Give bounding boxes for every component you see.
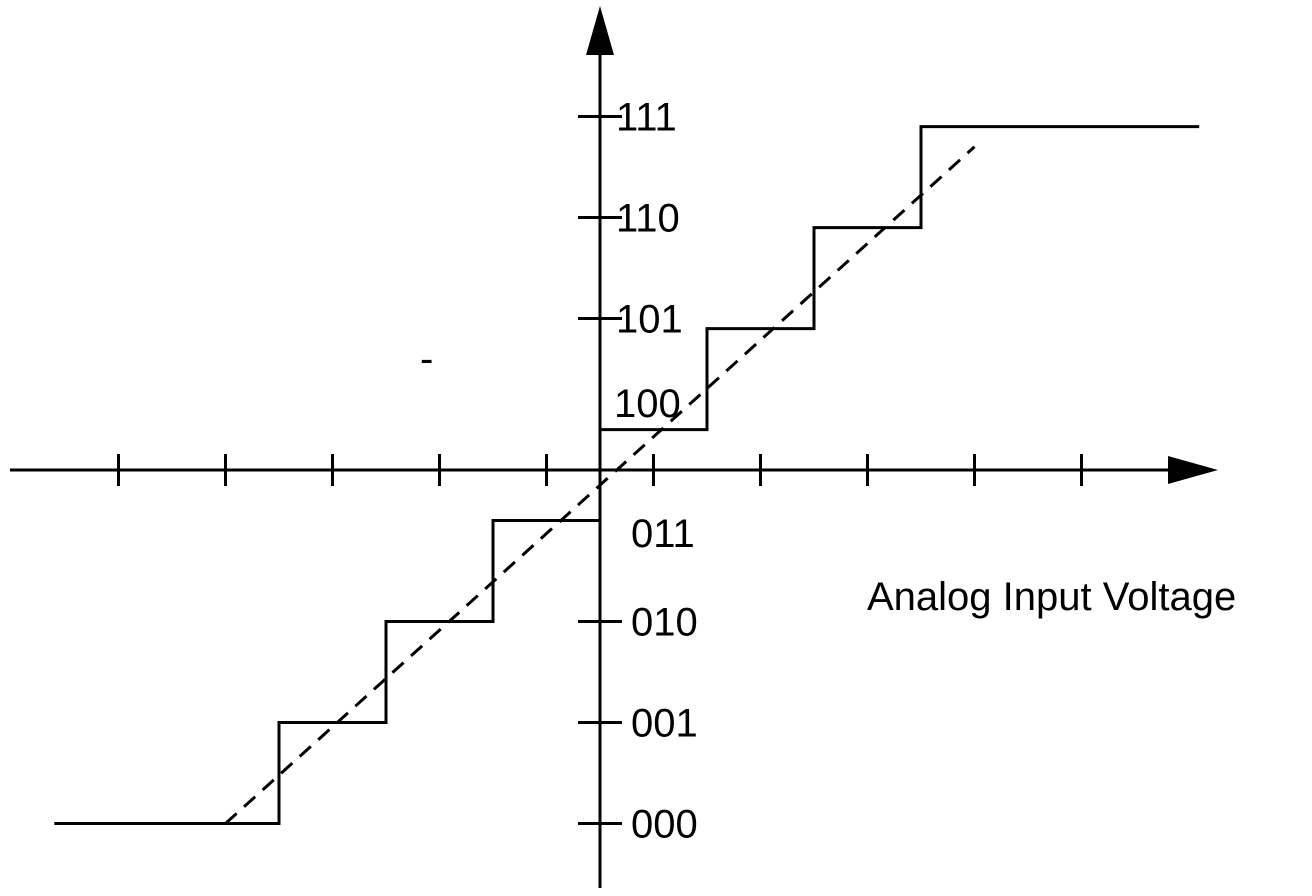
y-tick-label-101: 101 <box>616 298 683 342</box>
x-axis-label: Analog Input Voltage <box>867 575 1236 619</box>
y-tick-label-010: 010 <box>631 601 698 645</box>
y-tick-label-000: 000 <box>631 803 698 847</box>
y-tick-label-110: 110 <box>616 197 680 241</box>
stray-mark: - <box>420 337 433 381</box>
y-tick-label-011: 011 <box>631 512 695 556</box>
ideal-transfer-line <box>224 145 976 825</box>
y-tick-label-001: 001 <box>631 702 698 746</box>
x-axis-arrowhead <box>1168 456 1218 484</box>
y-axis-arrowhead <box>586 6 614 55</box>
y-tick-label-100: 100 <box>614 382 681 426</box>
quantizer-staircase <box>54 125 1200 825</box>
y-tick-label-111: 111 <box>616 96 677 140</box>
